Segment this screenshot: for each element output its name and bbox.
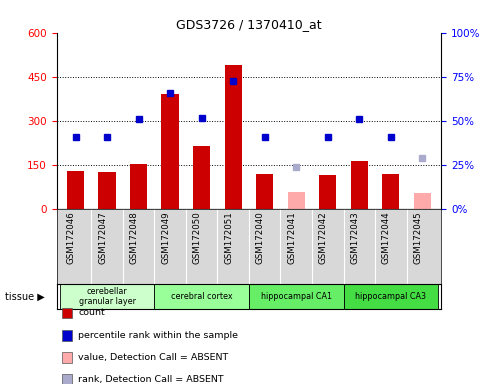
Text: cerebral cortex: cerebral cortex [171, 292, 233, 301]
Text: GSM172048: GSM172048 [130, 212, 139, 264]
Text: GSM172047: GSM172047 [98, 212, 107, 264]
Text: count: count [78, 308, 105, 318]
Text: GSM172045: GSM172045 [413, 212, 423, 264]
Bar [256, 174, 274, 209]
Text: GSM172044: GSM172044 [382, 212, 391, 264]
Text: hippocampal CA1: hippocampal CA1 [261, 292, 332, 301]
Text: GSM172040: GSM172040 [256, 212, 265, 264]
Bar [414, 193, 431, 209]
Text: GSM172042: GSM172042 [319, 212, 328, 264]
Bar [319, 175, 336, 209]
Text: hippocampal CA3: hippocampal CA3 [355, 292, 426, 301]
Bar [344, 284, 438, 309]
Text: GSM172046: GSM172046 [67, 212, 75, 264]
Text: tissue ▶: tissue ▶ [5, 291, 45, 302]
Text: GSM172043: GSM172043 [351, 212, 359, 264]
Title: GDS3726 / 1370410_at: GDS3726 / 1370410_at [176, 18, 322, 31]
Text: rank, Detection Call = ABSENT: rank, Detection Call = ABSENT [78, 375, 224, 384]
Bar [154, 284, 249, 309]
Text: GSM172050: GSM172050 [193, 212, 202, 264]
Bar [67, 171, 84, 209]
Bar [193, 146, 211, 209]
Bar [382, 174, 399, 209]
Bar [287, 192, 305, 209]
Bar [162, 94, 179, 209]
Bar [224, 65, 242, 209]
Bar [130, 164, 147, 209]
Text: value, Detection Call = ABSENT: value, Detection Call = ABSENT [78, 353, 229, 362]
Bar [99, 172, 116, 209]
Bar [351, 161, 368, 209]
Bar [249, 284, 344, 309]
Text: GSM172041: GSM172041 [287, 212, 296, 264]
Text: GSM172051: GSM172051 [224, 212, 233, 264]
Text: cerebellar
granular layer: cerebellar granular layer [78, 287, 136, 306]
Bar [60, 284, 154, 309]
Text: GSM172049: GSM172049 [161, 212, 170, 264]
Text: percentile rank within the sample: percentile rank within the sample [78, 331, 239, 340]
